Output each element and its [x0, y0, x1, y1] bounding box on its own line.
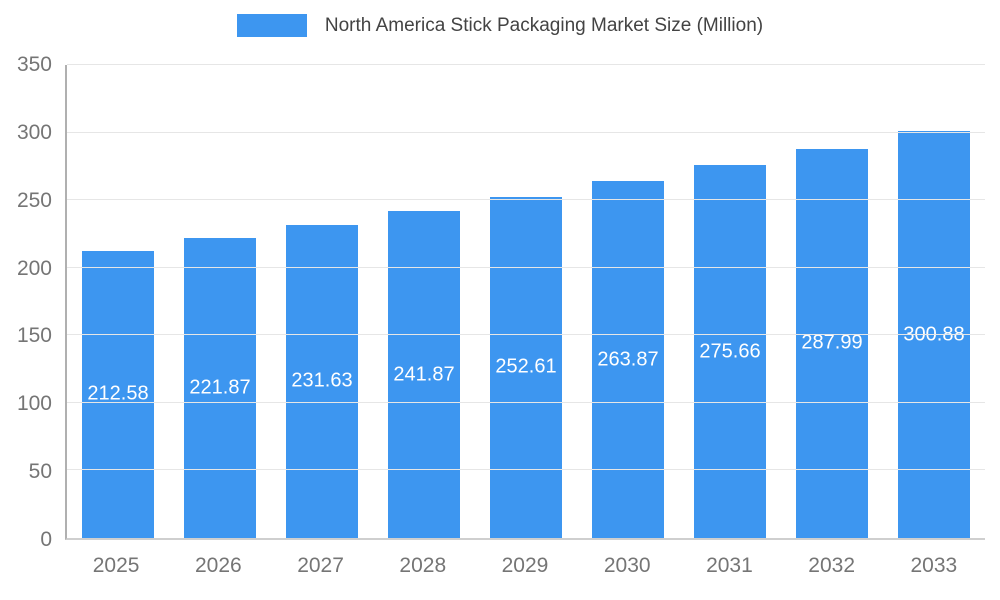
bar-slot: 241.87 [373, 65, 475, 538]
bar-slot: 300.88 [883, 65, 985, 538]
y-tick-label: 150 [16, 324, 52, 348]
bar[interactable]: 241.87 [388, 211, 460, 538]
bar-value-label: 212.58 [87, 382, 149, 405]
bar-value-label: 300.88 [903, 323, 965, 346]
x-tick-label: 2032 [808, 554, 855, 577]
bar-value-label: 252.61 [495, 355, 557, 378]
gridline [67, 266, 985, 268]
y-tick-label: 100 [16, 392, 52, 416]
bar-slot: 287.99 [781, 65, 883, 538]
bars-row: 212.58 221.87 231.63 241.87 252.61 263.87 275.… [67, 65, 985, 538]
x-tick-label: 2033 [910, 554, 958, 577]
y-tick-label: 350 [16, 53, 52, 76]
x-tick-label: 2027 [297, 554, 344, 577]
bar-slot: 263.87 [577, 65, 679, 538]
bar-slot: 212.58 [67, 65, 169, 538]
bar-slot: 252.61 [475, 65, 577, 538]
gridline [67, 131, 985, 133]
bar[interactable]: 287.99 [796, 148, 868, 538]
bar-slot: 221.87 [169, 65, 271, 538]
y-tick-label: 200 [16, 256, 52, 280]
x-tick-label: 2031 [706, 554, 753, 577]
x-tick-label: 2025 [92, 554, 140, 577]
bar[interactable]: 221.87 [184, 238, 256, 538]
y-tick-label: 50 [28, 460, 52, 484]
y-axis: 0 50 100 150 200 250 300 350 [0, 53, 52, 551]
bar[interactable]: 275.66 [694, 165, 766, 538]
bar-value-label: 263.87 [597, 348, 659, 371]
bar[interactable]: 212.58 [82, 250, 154, 538]
plot-area: 212.58 221.87 231.63 241.87 252.61 263.87 275.… [65, 64, 985, 540]
bar-value-label: 221.87 [189, 376, 251, 399]
bar-value-label: 287.99 [801, 331, 863, 354]
bar[interactable]: 263.87 [592, 181, 664, 538]
x-tick-label: 2028 [399, 554, 447, 577]
bar-value-label: 241.87 [393, 363, 455, 386]
x-axis: 2025 2026 2027 2028 2029 2030 2031 2032 2033 [65, 554, 985, 578]
chart-legend: North America Stick Packaging Market Siz… [0, 14, 1000, 37]
x-tick-label: 2026 [194, 554, 242, 577]
legend-swatch [236, 14, 307, 37]
y-tick-label: 0 [40, 528, 52, 551]
x-tick-label: 2029 [501, 554, 549, 577]
bar-slot: 231.63 [271, 65, 373, 538]
gridline [67, 469, 985, 471]
gridline [67, 401, 985, 403]
gridline [67, 334, 985, 336]
gridline [67, 64, 985, 65]
bar-value-label: 231.63 [291, 369, 353, 392]
chart-area: 212.58 221.87 231.63 241.87 252.61 263.87 275.… [17, 53, 985, 577]
y-tick-label: 300 [16, 120, 52, 144]
bar-slot: 275.66 [679, 65, 781, 538]
gridline [67, 199, 985, 201]
bar[interactable]: 231.63 [286, 224, 358, 538]
bar-value-label: 275.66 [699, 340, 761, 363]
bar[interactable]: 252.61 [490, 196, 562, 538]
x-tick-label: 2030 [603, 554, 651, 577]
legend-label: North America Stick Packaging Market Siz… [324, 14, 764, 36]
y-tick-label: 250 [16, 188, 52, 212]
